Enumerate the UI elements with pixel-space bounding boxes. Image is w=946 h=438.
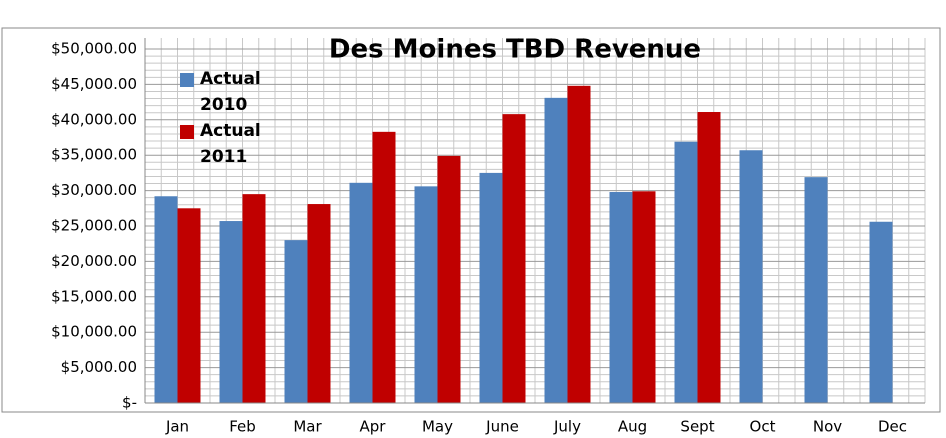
- bar: [544, 97, 568, 404]
- bar: [609, 192, 633, 403]
- y-tick-label: $5,000.00: [61, 358, 137, 376]
- bar: [632, 191, 656, 403]
- legend: Actual 2010 Actual 2011: [180, 66, 280, 170]
- y-tick-label: $35,000.00: [51, 146, 137, 164]
- bar: [697, 112, 721, 404]
- bar: [349, 182, 373, 403]
- bar: [154, 196, 178, 403]
- x-tick-label: Jan: [165, 418, 189, 436]
- y-tick-label: $30,000.00: [51, 181, 137, 199]
- x-tick-label: Sept: [680, 418, 714, 436]
- y-tick-label: $40,000.00: [51, 110, 137, 128]
- x-tick-label: Nov: [813, 418, 842, 436]
- y-tick-label: $50,000.00: [51, 40, 137, 58]
- bar: [219, 221, 243, 403]
- bar: [502, 114, 526, 404]
- x-tick-label: Mar: [293, 418, 322, 436]
- chart-title: Des Moines TBD Revenue: [329, 35, 701, 65]
- legend-swatch: [180, 125, 194, 139]
- bar: [437, 155, 461, 403]
- legend-swatch: [180, 73, 194, 87]
- legend-item: Actual 2010: [180, 66, 280, 118]
- chart-border: [1, 27, 941, 413]
- legend-label: Actual 2011: [200, 121, 261, 167]
- x-tick-label: June: [485, 418, 519, 436]
- x-tick-label: May: [422, 418, 453, 436]
- bar: [479, 172, 503, 403]
- y-tick-label: $25,000.00: [51, 217, 137, 235]
- y-tick-label: $-: [122, 394, 137, 412]
- y-tick-label: $20,000.00: [51, 252, 137, 270]
- y-tick-label: $45,000.00: [51, 75, 137, 93]
- bar: [804, 177, 828, 403]
- x-tick-label: Dec: [878, 418, 907, 436]
- y-tick-label: $15,000.00: [51, 287, 137, 305]
- x-tick-label: July: [553, 418, 581, 436]
- x-tick-label: Feb: [229, 418, 256, 436]
- y-tick-label: $10,000.00: [51, 323, 137, 341]
- bar: [177, 208, 201, 403]
- legend-item: Actual 2011: [180, 118, 280, 170]
- bar: [372, 131, 396, 403]
- bar: [567, 85, 591, 403]
- bar: [739, 150, 763, 403]
- bar: [674, 141, 698, 404]
- legend-label: Actual 2010: [200, 69, 261, 115]
- x-tick-label: Aug: [618, 418, 647, 436]
- x-tick-label: Apr: [360, 418, 387, 436]
- bar: [284, 240, 308, 403]
- x-tick-label: Oct: [750, 418, 776, 436]
- bar: [242, 194, 266, 403]
- bar: [307, 204, 331, 403]
- bar: [869, 221, 893, 403]
- bar: [414, 186, 438, 403]
